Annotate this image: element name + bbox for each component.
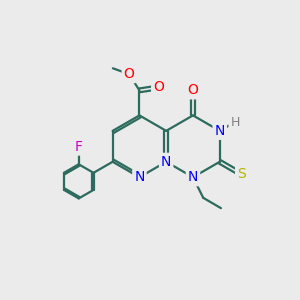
Text: N: N — [214, 124, 225, 138]
Text: S: S — [237, 167, 246, 181]
Text: N: N — [161, 155, 171, 169]
Text: N: N — [134, 170, 145, 184]
Text: F: F — [75, 140, 83, 154]
Text: O: O — [124, 67, 135, 81]
Text: O: O — [153, 80, 164, 94]
Text: N: N — [188, 170, 198, 184]
Text: H: H — [230, 116, 240, 128]
Text: O: O — [188, 83, 198, 98]
